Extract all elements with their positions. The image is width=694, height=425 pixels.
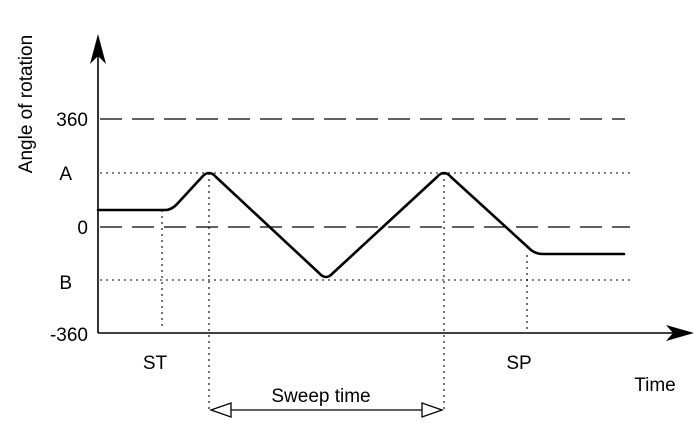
sweep-time-arrow-right: [421, 402, 444, 418]
x-axis-arrow: [666, 325, 694, 341]
label-zero: 0: [77, 218, 88, 239]
label-minus-360: -360: [50, 325, 88, 346]
label-b: B: [59, 273, 72, 294]
y-axis-title: Angle of rotation: [16, 35, 37, 173]
label-360: 360: [56, 110, 88, 131]
sweep-time-label: Sweep time: [271, 386, 370, 407]
x-axis-title: Time: [634, 375, 676, 396]
label-st: ST: [143, 353, 168, 374]
rotation-curve: [96, 171, 626, 279]
y-axis-arrow: [90, 34, 106, 64]
label-a: A: [59, 164, 72, 185]
label-sp: SP: [506, 353, 531, 374]
sweep-time-arrow-left: [209, 402, 232, 418]
